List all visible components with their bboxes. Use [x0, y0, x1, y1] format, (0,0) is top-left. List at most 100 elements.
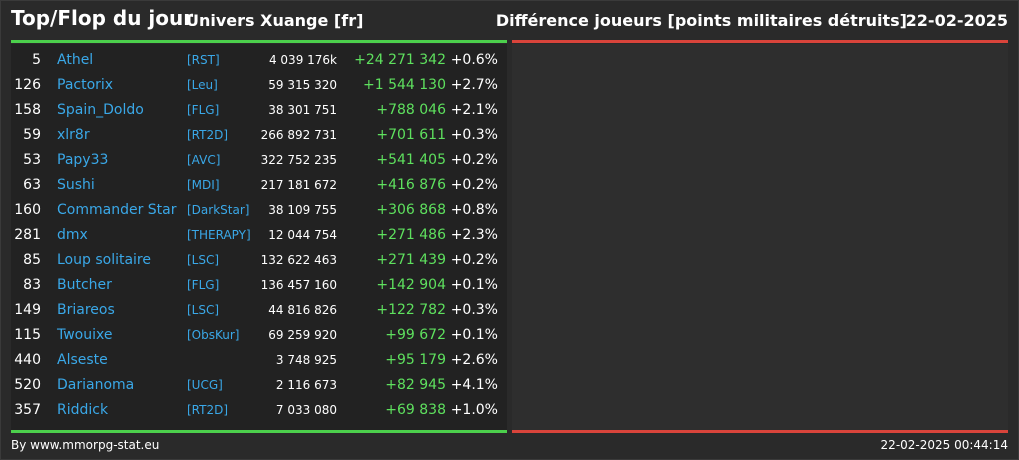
table-row: 53 Papy33 [AVC] 322 752 235 +541 405 +0.2%	[11, 148, 507, 173]
player-name-link[interactable]: dmx	[57, 227, 88, 243]
player-name-link[interactable]: Papy33	[57, 152, 109, 168]
player-name-link[interactable]: Twouixe	[57, 327, 113, 343]
player-points: 59 315 320	[268, 78, 337, 92]
alliance-tag-link[interactable]: [Leu]	[187, 78, 218, 92]
percent-change: +0.3%	[450, 302, 498, 318]
player-points: 322 752 235	[260, 153, 337, 167]
table-row: 5 Athel [RST] 4 039 176k +24 271 342 +0.6%	[11, 48, 507, 73]
points-difference: +701 611	[376, 127, 446, 143]
alliance-tag-link[interactable]: [MDI]	[187, 178, 220, 192]
points-difference: +95 179	[385, 352, 446, 368]
player-name-link[interactable]: Riddick	[57, 402, 109, 418]
alliance-tag-link[interactable]: [LSC]	[187, 253, 220, 267]
points-difference: +99 672	[385, 327, 446, 343]
top-section-bottom-rule	[11, 430, 507, 433]
player-name-link[interactable]: Alseste	[57, 352, 108, 368]
percent-change: +0.2%	[450, 152, 498, 168]
table-row: 281 dmx [THERAPY] 12 044 754 +271 486 +2.3%	[11, 223, 507, 248]
top-players-panel: 5 Athel [RST] 4 039 176k +24 271 342 +0.6% 126…	[11, 44, 507, 430]
percent-change: +2.3%	[450, 227, 498, 243]
table-row: 520 Darianoma [UCG] 2 116 673 +82 945 +4.1%	[11, 373, 507, 398]
player-points: 7 033 080	[275, 403, 337, 417]
table-row: 63 Sushi [MDI] 217 181 672 +416 876 +0.2%	[11, 173, 507, 198]
footer-credit: By www.mmorpg-stat.eu	[11, 438, 160, 452]
table-row: 85 Loup solitaire [LSC] 132 622 463 +271 439…	[11, 248, 507, 273]
percent-change: +0.6%	[450, 52, 498, 68]
percent-change: +0.8%	[450, 202, 498, 218]
table-row: 83 Butcher [FLG] 136 457 160 +142 904 +0.1%	[11, 273, 507, 298]
player-rank: 63	[23, 177, 41, 193]
points-difference: +24 271 342	[354, 52, 446, 68]
player-rank: 85	[23, 252, 41, 268]
player-name-link[interactable]: Commander Star	[57, 202, 177, 218]
flop-section-bottom-rule	[512, 430, 1008, 433]
player-name-link[interactable]: Athel	[57, 52, 94, 68]
player-name-link[interactable]: Darianoma	[57, 377, 135, 393]
alliance-tag-link[interactable]: [ObsKur]	[187, 328, 240, 342]
player-rank: 83	[23, 277, 41, 293]
player-name-link[interactable]: Briareos	[57, 302, 115, 318]
alliance-tag-link[interactable]: [RT2D]	[187, 403, 229, 417]
percent-change: +0.2%	[450, 252, 498, 268]
player-points: 136 457 160	[260, 278, 337, 292]
player-rank: 357	[14, 402, 41, 418]
player-name-link[interactable]: Butcher	[57, 277, 112, 293]
points-difference: +82 945	[385, 377, 446, 393]
player-name-link[interactable]: Pactorix	[57, 77, 114, 93]
alliance-tag-link[interactable]: [LSC]	[187, 303, 220, 317]
header-date: 22-02-2025	[905, 11, 1008, 30]
percent-change: +0.1%	[450, 277, 498, 293]
player-points: 12 044 754	[268, 228, 337, 242]
player-name-link[interactable]: Spain_Doldo	[57, 102, 144, 118]
player-rank: 126	[14, 77, 41, 93]
player-points: 3 748 925	[275, 353, 337, 367]
top-section-rule	[11, 40, 507, 43]
player-rank: 59	[23, 127, 41, 143]
percent-change: +0.1%	[450, 327, 498, 343]
points-difference: +541 405	[376, 152, 446, 168]
percent-change: +2.7%	[450, 77, 498, 93]
player-name-link[interactable]: Loup solitaire	[57, 252, 151, 268]
universe-label: Univers Xuange [fr]	[186, 11, 364, 30]
player-rank: 520	[14, 377, 41, 393]
table-row: 440 Alseste 3 748 925 +95 179 +2.6%	[11, 348, 507, 373]
player-points: 38 301 751	[268, 103, 337, 117]
player-points: 44 816 826	[268, 303, 337, 317]
percent-change: +2.6%	[450, 352, 498, 368]
percent-change: +2.1%	[450, 102, 498, 118]
player-rank: 53	[23, 152, 41, 168]
alliance-tag-link[interactable]: [FLG]	[187, 278, 220, 292]
alliance-tag-link[interactable]: [FLG]	[187, 103, 220, 117]
player-rank: 281	[14, 227, 41, 243]
table-row: 59 xlr8r [RT2D] 266 892 731 +701 611 +0.3%	[11, 123, 507, 148]
points-difference: +271 439	[376, 252, 446, 268]
points-difference: +122 782	[376, 302, 446, 318]
flop-players-panel	[512, 44, 1008, 430]
alliance-tag-link[interactable]: [DarkStar]	[187, 203, 250, 217]
player-rank: 158	[14, 102, 41, 118]
table-row: 160 Commander Star [DarkStar] 38 109 755 +30…	[11, 198, 507, 223]
points-difference: +1 544 130	[363, 77, 446, 93]
percent-change: +0.2%	[450, 177, 498, 193]
points-difference: +142 904	[376, 277, 446, 293]
percent-change: +0.3%	[450, 127, 498, 143]
page-title: Top/Flop du jour	[11, 6, 194, 30]
points-difference: +69 838	[385, 402, 446, 418]
player-name-link[interactable]: xlr8r	[57, 127, 90, 143]
player-points: 266 892 731	[260, 128, 337, 142]
player-points: 217 181 672	[260, 178, 337, 192]
alliance-tag-link[interactable]: [UCG]	[187, 378, 223, 392]
table-row: 158 Spain_Doldo [FLG] 38 301 751 +788 046 +2.…	[11, 98, 507, 123]
player-rank: 149	[14, 302, 41, 318]
points-difference: +788 046	[376, 102, 446, 118]
player-name-link[interactable]: Sushi	[57, 177, 95, 193]
alliance-tag-link[interactable]: [RST]	[187, 53, 220, 67]
player-points: 2 116 673	[275, 378, 337, 392]
alliance-tag-link[interactable]: [AVC]	[187, 153, 221, 167]
alliance-tag-link[interactable]: [RT2D]	[187, 128, 229, 142]
alliance-tag-link[interactable]: [THERAPY]	[187, 228, 251, 242]
top-players-list: 5 Athel [RST] 4 039 176k +24 271 342 +0.6% 126…	[11, 48, 507, 423]
table-row: 357 Riddick [RT2D] 7 033 080 +69 838 +1.0%	[11, 398, 507, 423]
table-row: 149 Briareos [LSC] 44 816 826 +122 782 +0.3%	[11, 298, 507, 323]
percent-change: +1.0%	[450, 402, 498, 418]
